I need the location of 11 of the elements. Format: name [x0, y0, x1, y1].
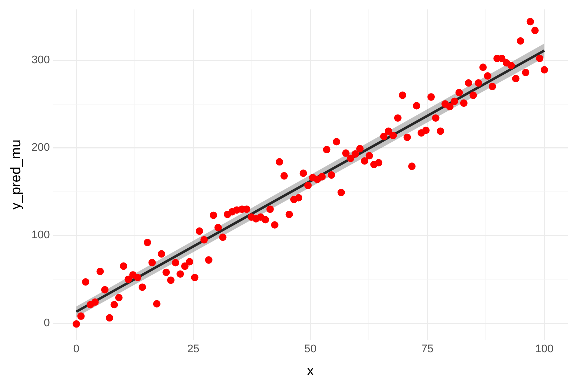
- x-axis-title: x: [307, 362, 314, 378]
- y-tick-label: 100: [32, 230, 50, 242]
- x-tick-label: 75: [421, 344, 434, 356]
- y-axis-title: y_pred_mu: [7, 140, 24, 210]
- x-tick-label: 25: [187, 344, 200, 356]
- x-tick-label: 100: [535, 344, 554, 356]
- y-tick-label: 300: [32, 54, 50, 66]
- y-tick-label: 0: [44, 317, 50, 330]
- x-tick-label: 50: [304, 344, 317, 356]
- x-tick-label: 0: [73, 344, 80, 356]
- y-tick-label: 200: [32, 142, 50, 154]
